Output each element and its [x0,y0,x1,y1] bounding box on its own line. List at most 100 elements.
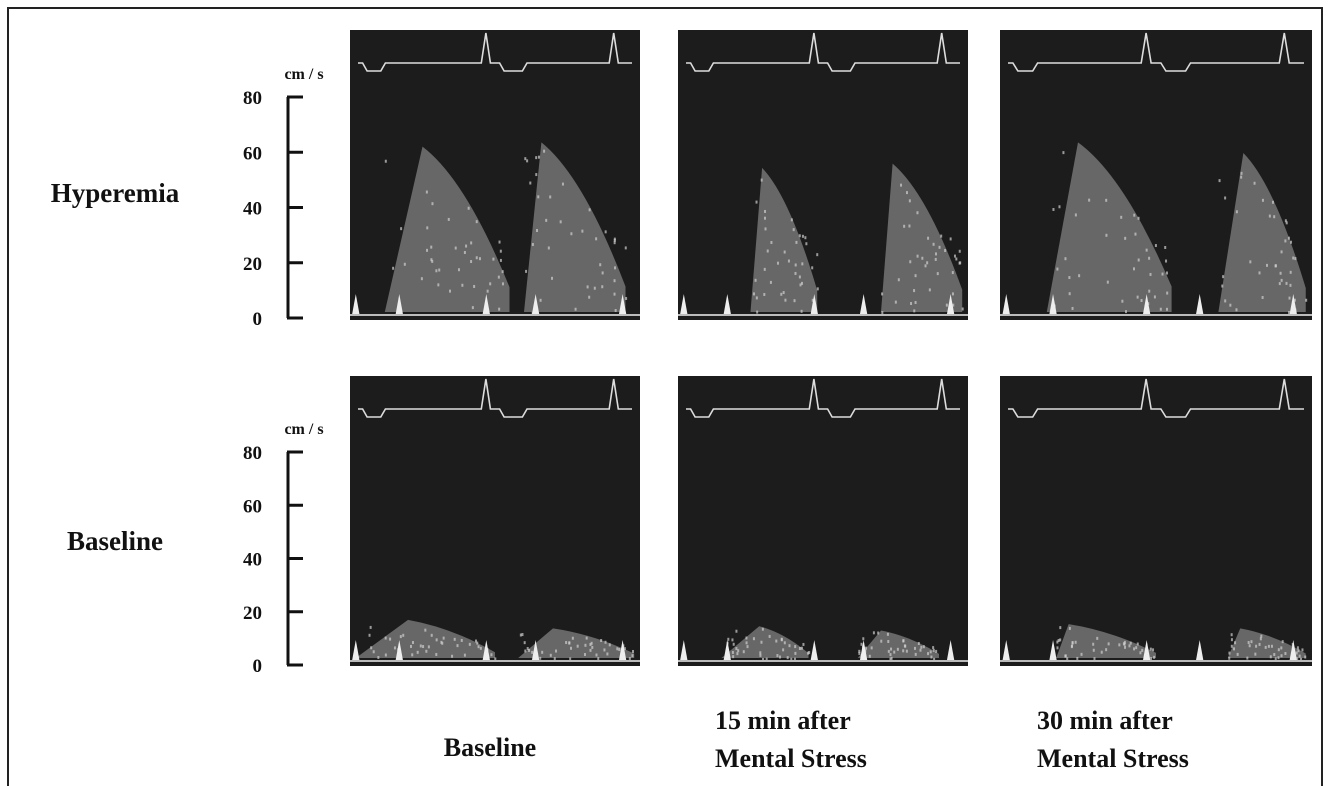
speckle [952,303,955,307]
speckle [808,651,811,655]
speckle [1068,276,1071,280]
speckle [762,657,765,661]
speckle [460,638,463,642]
speckle [593,286,596,290]
speckle [887,649,890,653]
ecg-trace [358,378,632,418]
speckle [1269,655,1272,659]
speckle [804,236,807,240]
speckle [1249,260,1252,264]
speckle [425,649,428,653]
speckle [788,644,791,648]
column-label: 15 min after [715,706,851,735]
baseline-spike [351,640,360,662]
speckle [1149,272,1152,276]
speckle [920,645,923,649]
speckle [586,285,589,289]
baseline-spike [1289,294,1298,316]
speckle [498,240,501,244]
baseline-spike [1049,294,1058,316]
speckle [807,651,810,655]
speckle [435,638,438,642]
column-label: Mental Stress [1037,744,1189,773]
speckle [752,637,755,641]
baseline-spike [531,640,540,662]
speckle [953,254,956,258]
speckle [933,657,936,661]
speckle [588,208,591,212]
axis-unit: cm / s [284,421,323,438]
speckle [735,629,738,633]
speckle [1161,272,1164,276]
speckle [908,224,911,228]
speckle [1258,642,1261,646]
speckle [1221,284,1224,288]
speckle [894,300,897,304]
speckle [955,257,958,261]
baseline-spike [1195,640,1204,662]
speckle [1088,198,1091,202]
speckle [545,218,548,222]
speckle [624,246,627,250]
speckle [1137,258,1140,262]
speckle [737,649,740,653]
speckle [1056,646,1059,650]
speckle [613,279,616,283]
speckle [1297,649,1300,653]
panel-background [350,376,640,666]
doppler-spectrum [1046,142,1172,312]
speckle [461,283,464,287]
speckle [1247,641,1250,645]
speckle [930,655,933,659]
speckle [1096,636,1099,640]
speckle [498,307,501,311]
speckle [430,633,433,637]
speckle [765,657,768,661]
speckle [798,647,801,651]
tick-label: 80 [243,88,262,109]
doppler-panel [1000,376,1312,666]
speckle [900,183,903,187]
baseline-spike [1142,640,1151,662]
speckle [471,306,474,310]
speckle [1100,650,1103,654]
doppler-panel [678,376,968,666]
speckle [501,270,504,274]
speckle [816,287,819,291]
speckle [1273,215,1276,219]
speckle [1289,283,1292,287]
speckle [541,650,544,654]
speckle [1164,246,1167,250]
speckle [372,650,375,654]
speckle [468,642,471,646]
speckle [489,282,492,286]
speckle [1304,655,1307,659]
speckle [1228,651,1231,655]
speckle [761,627,764,631]
speckle [537,195,540,199]
tick-label: 0 [253,309,263,330]
speckle [1294,257,1297,261]
frame [7,7,1323,786]
speckle [1165,259,1168,263]
speckle [435,652,438,656]
speckle [731,638,734,642]
baseline-spike [531,294,540,316]
speckle [1153,295,1156,299]
speckle [1289,270,1292,274]
speckle [913,289,916,293]
speckle [591,645,594,649]
speckle [801,281,804,285]
speckle [763,267,766,271]
speckle [369,625,372,629]
tick-label: 80 [243,443,262,464]
speckle [1270,644,1273,648]
baseline-spike [723,640,732,662]
baseline-spike [1142,294,1151,316]
row-label: Hyperemia [51,178,180,208]
speckle [1165,307,1168,311]
speckle [780,637,783,641]
speckle [800,309,803,313]
speckle [535,156,538,160]
speckle [1240,171,1243,175]
